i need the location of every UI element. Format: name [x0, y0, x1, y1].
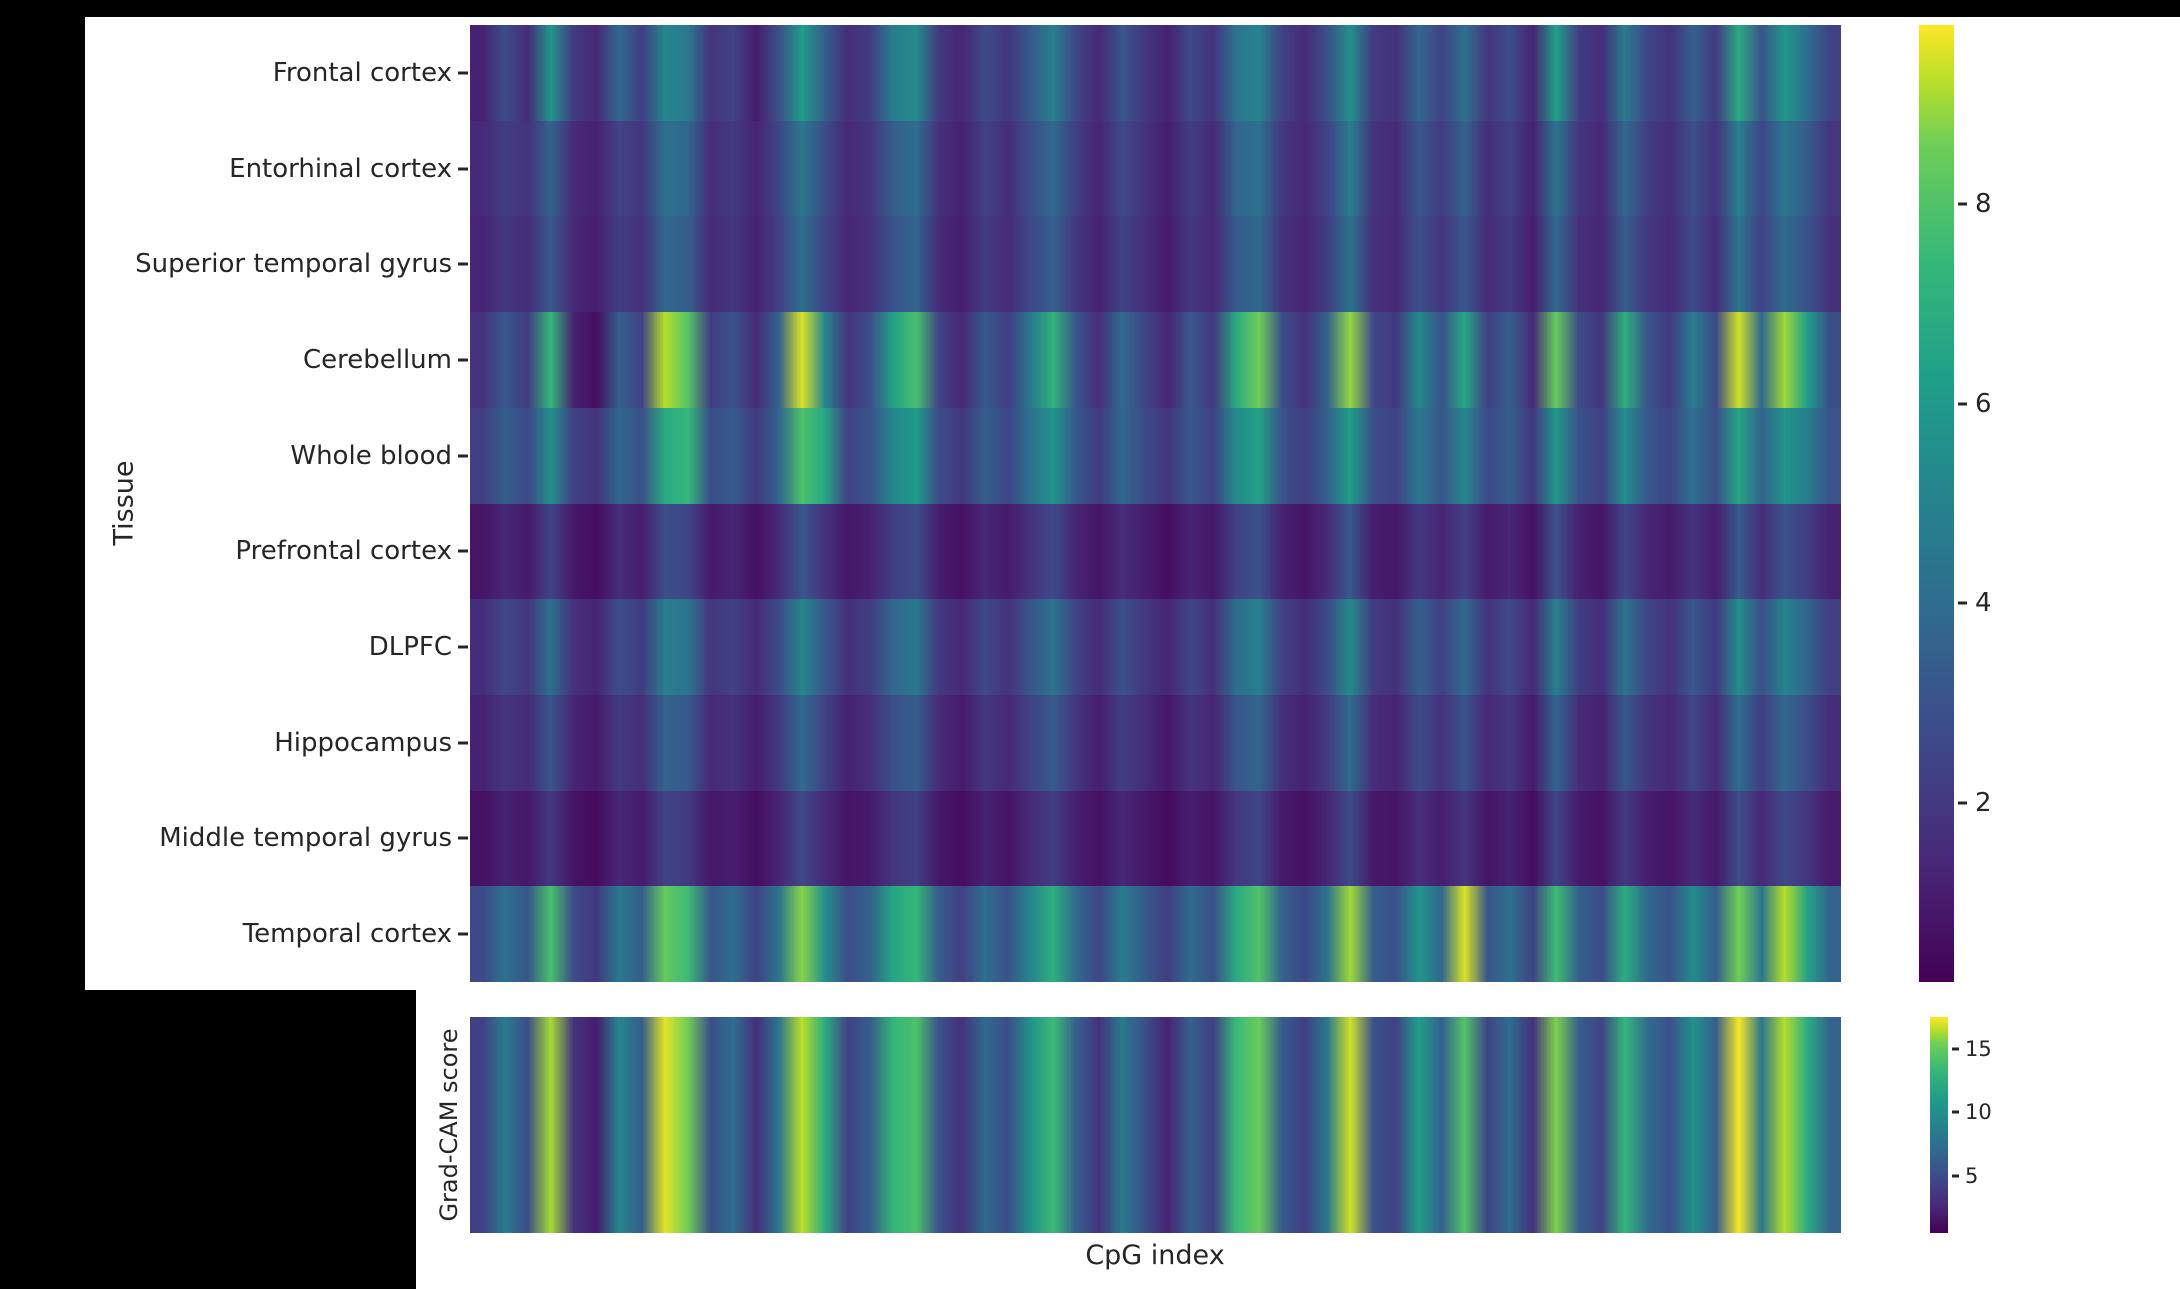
colorbar-tick	[1952, 1110, 1959, 1114]
tissue-label: Temporal cortex	[242, 919, 452, 950]
heatmap-row-canvas	[470, 790, 1841, 887]
heatmap-row	[470, 886, 1841, 983]
colorbar-tick	[1958, 402, 1967, 406]
colorbar-tick-label: 8	[1975, 189, 1992, 220]
colorbar-tick	[1952, 1174, 1959, 1178]
colorbar-tick	[1952, 1047, 1959, 1051]
tissue-label: Frontal cortex	[272, 57, 452, 88]
colorbar-tick-label: 10	[1965, 1100, 1992, 1125]
tissue-tick	[458, 836, 468, 840]
colorbar-tick-label: 2	[1975, 787, 1992, 818]
heatmap-row	[470, 1017, 1841, 1233]
tissue-tick	[458, 167, 468, 171]
tissue-axis-ticks	[458, 25, 470, 982]
heatmap-row	[470, 790, 1841, 887]
tissue-tick	[458, 358, 468, 362]
colorbar-tick-label: 5	[1965, 1163, 1979, 1188]
main-colorbar	[1919, 25, 1954, 982]
heatmap-row	[470, 694, 1841, 791]
heatmap-row-canvas	[470, 216, 1841, 313]
tissue-label: Whole blood	[290, 440, 452, 471]
heatmap-row	[470, 503, 1841, 600]
heatmap-row-canvas	[470, 1017, 1841, 1233]
tissue-tick	[458, 262, 468, 266]
heatmap-row-canvas	[470, 25, 1841, 121]
heatmap-row-canvas	[470, 120, 1841, 217]
tissue-label: Hippocampus	[274, 727, 452, 758]
heatmap-row	[470, 216, 1841, 313]
tissue-label: Prefrontal cortex	[235, 536, 452, 567]
tissue-tick	[458, 932, 468, 936]
x-axis-title: CpG index	[1085, 1240, 1225, 1271]
heatmap-row-canvas	[470, 407, 1841, 504]
heatmap-row	[470, 312, 1841, 408]
colorbar-tick	[1958, 801, 1967, 805]
colorbar-tick	[1958, 601, 1967, 605]
gradcam-colorbar	[1930, 1017, 1948, 1233]
tissue-tick	[458, 549, 468, 553]
heatmap-row-canvas	[470, 599, 1841, 695]
heatmap-row-canvas	[470, 312, 1841, 408]
tissue-label: Superior temporal gyrus	[135, 249, 452, 280]
gradcam-heatmap	[470, 1017, 1841, 1233]
heatmap-row	[470, 407, 1841, 504]
tissue-axis-labels: Frontal cortex Entorhinal cortex Superior …	[130, 25, 452, 982]
gradcam-axis-title: Grad-CAM score	[435, 1028, 463, 1222]
heatmap-row-canvas	[470, 503, 1841, 600]
main-colorbar-ticks: 8 6 4 2	[1958, 25, 2048, 982]
tissue-label: Middle temporal gyrus	[159, 823, 452, 854]
colorbar-tick-label: 6	[1975, 388, 1992, 419]
colorbar-tick	[1958, 202, 1967, 206]
tissue-tick	[458, 454, 468, 458]
colorbar-tick-label: 15	[1965, 1036, 1992, 1061]
tissue-tick	[458, 71, 468, 75]
tissue-label: Entorhinal cortex	[229, 153, 452, 184]
colorbar-tick-label: 4	[1975, 588, 1992, 619]
tissue-cpg-heatmap	[470, 25, 1841, 983]
heatmap-row-canvas	[470, 886, 1841, 983]
heatmap-row	[470, 25, 1841, 121]
tissue-tick	[458, 741, 468, 745]
tissue-label: DLPFC	[368, 632, 452, 663]
heatmap-row	[470, 120, 1841, 217]
heatmap-row	[470, 599, 1841, 695]
tissue-tick	[458, 645, 468, 649]
heatmap-row-canvas	[470, 694, 1841, 791]
gradcam-colorbar-ticks: 15 10 5	[1952, 1017, 2032, 1233]
tissue-label: Cerebellum	[302, 344, 452, 375]
